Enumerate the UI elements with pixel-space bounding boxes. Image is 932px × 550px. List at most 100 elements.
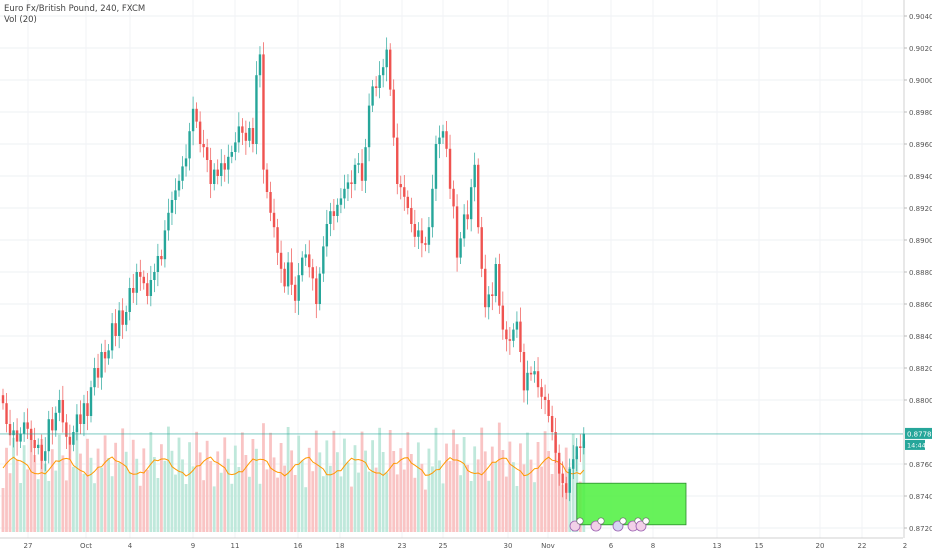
volume-bar: [142, 448, 146, 532]
candle-body: [445, 131, 448, 149]
volume-bar: [561, 484, 565, 532]
candle-body: [480, 227, 483, 269]
candle-body: [290, 262, 293, 285]
countdown-background: [905, 439, 925, 450]
candle-body: [107, 350, 110, 359]
candle-body: [86, 403, 89, 416]
volume-bar: [420, 463, 424, 532]
volume-bar: [293, 475, 297, 532]
volume-bar: [212, 486, 216, 532]
candle-body: [579, 446, 582, 448]
event-marker[interactable]: [590, 517, 605, 532]
volume-bar: [497, 422, 501, 532]
volume-bar: [381, 452, 385, 532]
event-marker[interactable]: [635, 517, 650, 532]
volume-bars: [1, 422, 586, 532]
volume-bar: [314, 430, 318, 532]
volume-bar: [490, 446, 494, 532]
candle-body: [318, 273, 321, 304]
candle-body: [114, 323, 117, 336]
candle-body: [227, 156, 230, 170]
candle-body: [561, 473, 564, 484]
green-rectangle-annotation[interactable]: [576, 482, 687, 526]
volume-bar: [244, 455, 248, 532]
volume-bar: [181, 459, 184, 532]
time-tick-label: 6: [609, 542, 614, 550]
volume-bar: [392, 451, 396, 532]
event-badge-icon: [576, 517, 584, 525]
volume-bar: [184, 484, 188, 532]
volume-bar: [455, 444, 459, 532]
candle-body: [385, 49, 388, 68]
time-axis[interactable]: 27 Oct 4 9 11 16 18 23 25 30 Nov 6 8 13 15 20 22 2: [0, 537, 907, 550]
candle-body: [336, 204, 339, 216]
volume-bar: [72, 466, 75, 532]
volume-bar: [216, 451, 220, 532]
volume-bar: [1, 488, 5, 532]
candle-body: [512, 329, 515, 341]
event-marker[interactable]: [569, 517, 584, 532]
candle-body: [378, 75, 381, 88]
volume-bar: [107, 458, 110, 532]
event-markers[interactable]: [569, 517, 650, 532]
volume-bar: [526, 432, 529, 532]
volume-bar: [540, 466, 543, 532]
time-tick-label: 11: [231, 542, 240, 550]
volume-bar: [286, 427, 290, 532]
candle-body: [265, 169, 269, 192]
volume-bar: [371, 440, 374, 532]
volume-bar: [265, 469, 269, 532]
candle-body: [550, 416, 554, 432]
candle-body: [438, 137, 441, 144]
time-tick-label: 30: [504, 542, 513, 550]
time-tick-label: 23: [398, 542, 407, 550]
candle-body: [339, 198, 343, 205]
volume-bar: [473, 446, 477, 532]
candle-body: [234, 142, 237, 152]
candle-body: [125, 312, 128, 325]
volume-bar: [40, 439, 44, 532]
time-tick-label: Nov: [541, 542, 555, 550]
candle-body: [399, 184, 402, 188]
candle-body: [396, 137, 399, 184]
candle-body: [223, 163, 226, 170]
volume-bar: [96, 448, 100, 532]
volume-bar: [469, 481, 473, 532]
event-marker[interactable]: [612, 517, 627, 532]
volume-bar: [431, 466, 434, 532]
time-tick-label: Oct: [80, 542, 92, 550]
candle-body: [519, 321, 522, 352]
time-tick-label: 8: [651, 542, 655, 550]
volume-bar: [128, 472, 132, 532]
volume-bar: [550, 474, 554, 532]
candle-body: [582, 433, 585, 448]
volume-bar: [364, 450, 367, 532]
candle-body: [469, 187, 473, 220]
symbol-title[interactable]: Euro Fx/British Pound, 240, FXCM: [4, 4, 146, 14]
volume-bar: [399, 448, 403, 532]
volume-bar: [258, 483, 262, 532]
candle-body: [533, 371, 536, 375]
candle-body: [244, 132, 248, 141]
candle-body: [276, 227, 279, 253]
candle-body: [230, 152, 233, 157]
volume-bar: [138, 485, 142, 532]
price-tag-background: [905, 427, 932, 439]
candle-body: [452, 188, 455, 207]
volume-bar: [79, 453, 82, 532]
candle-body: [237, 126, 241, 143]
candle-body: [26, 422, 29, 429]
candle-body: [19, 433, 22, 442]
candle-body: [117, 310, 121, 336]
volume-study-label[interactable]: Vol (20): [4, 15, 37, 25]
candle-body: [8, 424, 12, 436]
volume-bar: [237, 467, 241, 532]
